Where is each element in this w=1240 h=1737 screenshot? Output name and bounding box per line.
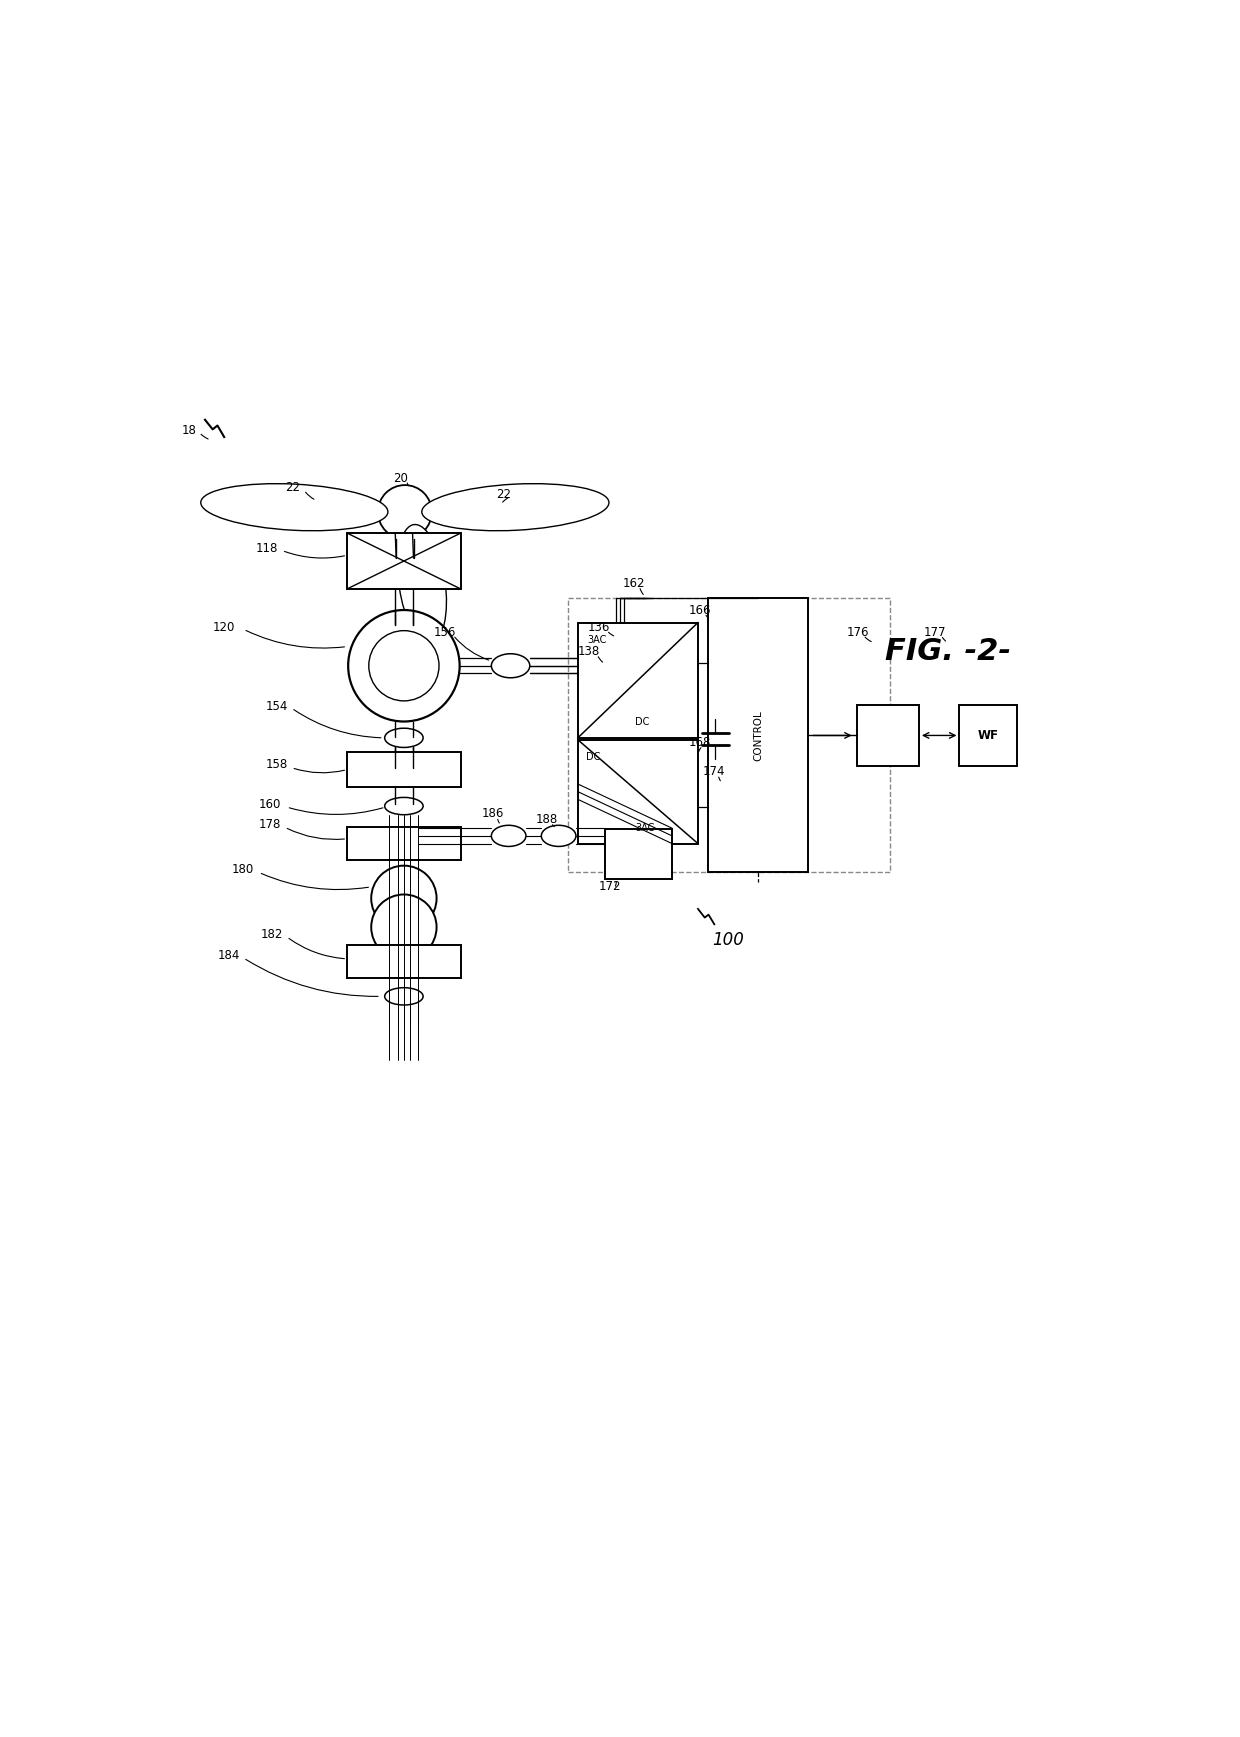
Text: 188: 188 <box>536 813 558 827</box>
Text: 178: 178 <box>259 818 281 830</box>
Circle shape <box>371 865 436 931</box>
Bar <box>568 599 890 872</box>
Text: 120: 120 <box>213 620 236 634</box>
Text: 154: 154 <box>265 700 288 712</box>
Circle shape <box>348 610 460 721</box>
Text: DC: DC <box>585 752 600 763</box>
Bar <box>578 740 698 844</box>
Text: 168: 168 <box>688 736 711 749</box>
Circle shape <box>368 631 439 702</box>
Text: WF: WF <box>977 730 998 742</box>
Text: 3AC: 3AC <box>588 634 606 644</box>
Bar <box>347 752 460 787</box>
Circle shape <box>378 485 432 538</box>
Text: 100: 100 <box>712 931 744 948</box>
Text: 166: 166 <box>688 603 711 617</box>
Text: 22: 22 <box>285 481 300 495</box>
Ellipse shape <box>384 797 423 815</box>
Ellipse shape <box>384 988 423 1006</box>
Ellipse shape <box>542 825 575 846</box>
Text: 180: 180 <box>232 863 254 875</box>
Text: 176: 176 <box>847 625 869 639</box>
Text: 20: 20 <box>393 472 408 485</box>
Bar <box>857 705 919 766</box>
Bar <box>708 599 808 872</box>
Bar <box>347 533 460 589</box>
Ellipse shape <box>201 483 388 532</box>
Text: 184: 184 <box>217 950 239 962</box>
Bar <box>347 827 460 860</box>
Text: 177: 177 <box>924 625 946 639</box>
Text: 182: 182 <box>260 928 283 941</box>
Text: 156: 156 <box>434 625 456 639</box>
Text: 160: 160 <box>259 797 281 811</box>
Text: 136: 136 <box>588 620 610 634</box>
Ellipse shape <box>422 483 609 532</box>
Text: 174: 174 <box>703 764 725 778</box>
Bar <box>578 622 698 738</box>
Text: 138: 138 <box>578 644 600 658</box>
Text: FIG. -2-: FIG. -2- <box>885 637 1012 665</box>
Ellipse shape <box>491 653 529 677</box>
Text: DC: DC <box>635 717 650 728</box>
Text: 186: 186 <box>481 808 505 820</box>
Circle shape <box>371 895 436 961</box>
Text: 3AC: 3AC <box>635 823 655 834</box>
Bar <box>605 829 672 879</box>
Text: 18: 18 <box>182 424 197 436</box>
Text: CONTROL: CONTROL <box>753 710 763 761</box>
Text: 158: 158 <box>265 759 288 771</box>
Text: 22: 22 <box>496 488 511 502</box>
Text: 162: 162 <box>622 577 646 589</box>
Ellipse shape <box>491 825 526 846</box>
Ellipse shape <box>398 525 446 644</box>
Text: 118: 118 <box>255 542 278 556</box>
Bar <box>960 705 1017 766</box>
Ellipse shape <box>384 728 423 747</box>
Text: 172: 172 <box>599 881 621 893</box>
Bar <box>347 945 460 978</box>
